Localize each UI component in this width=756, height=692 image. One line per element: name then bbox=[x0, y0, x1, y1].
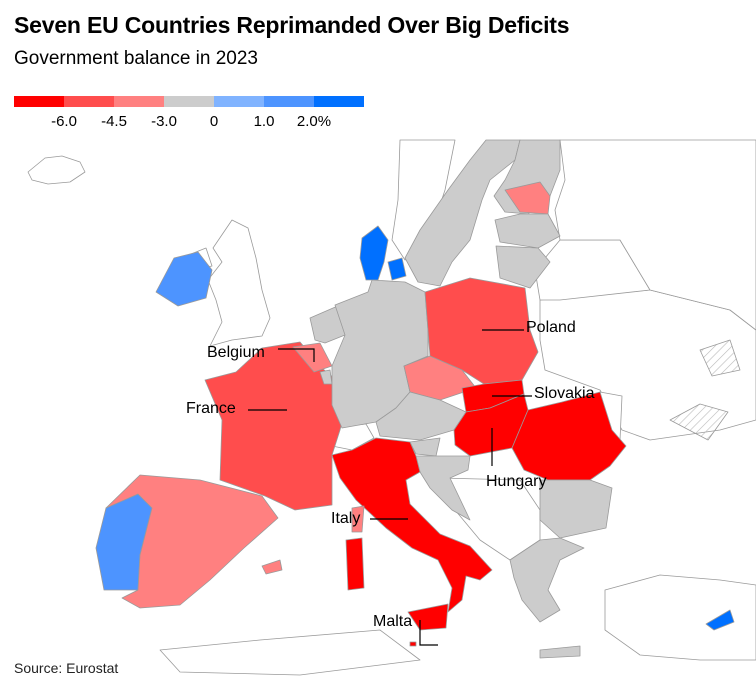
spain bbox=[105, 474, 279, 609]
croatia bbox=[415, 455, 471, 521]
crete bbox=[539, 645, 581, 659]
legend-swatch bbox=[164, 96, 214, 107]
belgium-leader bbox=[278, 348, 315, 362]
legend-swatch bbox=[214, 96, 264, 107]
greece bbox=[509, 537, 585, 623]
legend-tick-label: 1.0 bbox=[253, 113, 275, 130]
romania bbox=[511, 391, 627, 481]
label-slovakia: Slovakia bbox=[534, 385, 595, 402]
label-poland: Poland bbox=[526, 319, 576, 336]
label-france: France bbox=[186, 400, 236, 417]
france bbox=[204, 341, 351, 511]
legend-swatch bbox=[264, 96, 314, 107]
balearics bbox=[261, 559, 283, 575]
crimea bbox=[669, 403, 729, 441]
legend-color-bar bbox=[14, 96, 364, 107]
netherlands bbox=[309, 304, 346, 344]
sweden bbox=[404, 139, 521, 287]
sicily bbox=[407, 603, 449, 631]
legend-tick-label: -6.0 bbox=[51, 113, 77, 130]
legend-tick-label: 2.0% bbox=[296, 113, 332, 130]
italy bbox=[331, 437, 493, 613]
turkey bbox=[604, 574, 756, 661]
legend-swatch bbox=[14, 96, 64, 107]
iceland bbox=[27, 155, 86, 185]
north-africa bbox=[159, 629, 421, 676]
estonia bbox=[504, 181, 551, 215]
chart-title: Seven EU Countries Reprimanded Over Big … bbox=[14, 12, 570, 38]
label-hungary: Hungary bbox=[486, 473, 546, 490]
lithuania bbox=[495, 245, 551, 289]
label-malta: Malta bbox=[373, 613, 412, 630]
bulgaria bbox=[539, 479, 613, 539]
denmark-islands bbox=[387, 257, 407, 281]
label-italy: Italy bbox=[331, 510, 360, 527]
malta-leader bbox=[419, 620, 438, 646]
sardinia bbox=[345, 537, 365, 591]
color-legend: -6.0 -4.5 -3.0 0 1.0 2.0% bbox=[14, 96, 364, 131]
legend-tick-label: -3.0 bbox=[151, 113, 177, 130]
denmark bbox=[359, 225, 389, 281]
legend-swatch bbox=[114, 96, 164, 107]
corsica bbox=[351, 505, 365, 533]
legend-ticks: -6.0 -4.5 -3.0 0 1.0 2.0% bbox=[14, 107, 364, 131]
ireland bbox=[155, 251, 213, 307]
russia-west bbox=[554, 139, 756, 331]
label-belgium: Belgium bbox=[207, 344, 265, 361]
legend-swatch bbox=[314, 96, 364, 107]
source-note: Source: Eurostat bbox=[14, 660, 119, 676]
cyprus bbox=[705, 609, 735, 631]
malta bbox=[409, 641, 417, 647]
legend-tick-label: -4.5 bbox=[101, 113, 127, 130]
chart-subtitle: Government balance in 2023 bbox=[14, 48, 258, 69]
latvia bbox=[494, 213, 561, 249]
legend-tick-label: 0 bbox=[209, 113, 219, 130]
great-britain bbox=[207, 219, 271, 347]
legend-swatch bbox=[64, 96, 114, 107]
crimea-north bbox=[699, 339, 741, 377]
